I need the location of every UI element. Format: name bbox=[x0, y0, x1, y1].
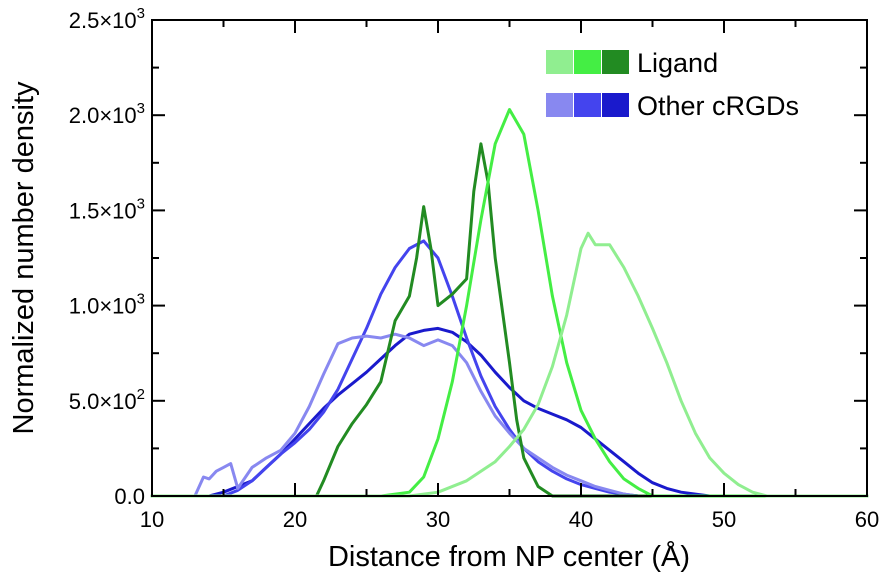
y-tick-label: 0.0 bbox=[114, 484, 145, 509]
y-tick-label: 1.0×103 bbox=[69, 291, 145, 319]
legend-swatch bbox=[546, 93, 573, 117]
x-axis-title: Distance from NP center (Å) bbox=[328, 540, 690, 573]
x-tick-label: 60 bbox=[855, 507, 879, 532]
ticks-layer bbox=[151, 19, 868, 497]
x-tick-label: 40 bbox=[569, 507, 593, 532]
y-tick-labels: 0.0 5.0×102 1.0×103 1.5×103 2.0×103 2.5×103 bbox=[69, 5, 145, 509]
series-line-3 bbox=[150, 332, 869, 498]
legend-swatch bbox=[574, 93, 601, 117]
x-tick-label: 20 bbox=[283, 507, 307, 532]
series-layer bbox=[150, 108, 869, 498]
series-line-6 bbox=[150, 231, 869, 498]
x-tick-label: 30 bbox=[426, 507, 450, 532]
legend-swatch bbox=[602, 93, 629, 117]
y-tick-label: 5.0×102 bbox=[69, 386, 145, 414]
x-tick-label: 10 bbox=[140, 507, 164, 532]
legend-label: Ligand bbox=[637, 48, 718, 78]
series-line-4 bbox=[150, 142, 869, 498]
y-tick-label: 2.0×103 bbox=[69, 100, 145, 128]
legend-swatch bbox=[574, 50, 601, 74]
legend: Ligand Other cRGDs bbox=[546, 48, 799, 121]
series-line-5 bbox=[150, 108, 869, 498]
legend-label: Other cRGDs bbox=[637, 91, 799, 121]
x-tick-labels: 10 20 30 40 50 60 bbox=[140, 507, 879, 532]
legend-swatch bbox=[602, 50, 629, 74]
y-axis-title: Normalized number density bbox=[8, 81, 40, 434]
y-tick-label: 2.5×103 bbox=[69, 5, 145, 33]
y-tick-label: 1.5×103 bbox=[69, 195, 145, 223]
legend-swatch bbox=[546, 50, 573, 74]
x-tick-label: 50 bbox=[712, 507, 736, 532]
